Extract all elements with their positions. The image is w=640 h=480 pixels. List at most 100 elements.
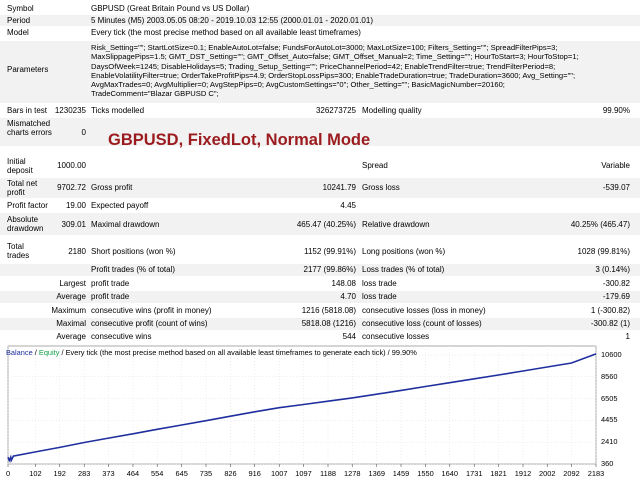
gross-profit-label: Gross profit	[91, 183, 133, 192]
y-tick-label: 2410	[601, 437, 618, 447]
x-tick-label: 645	[175, 469, 188, 478]
x-tick-label: 2183	[587, 469, 605, 478]
average-profit-label: profit trade	[91, 292, 130, 301]
x-tick-label: 916	[248, 469, 261, 478]
spread-label: Spread	[362, 161, 388, 170]
balance-chart-svg	[7, 345, 597, 467]
x-tick-label: 554	[151, 469, 164, 478]
x-tick-label: 1821	[490, 469, 507, 478]
avg-cons-losses-value: 1	[625, 332, 630, 341]
relative-drawdown-value: 40.25% (465.47)	[570, 220, 630, 229]
total-trades-value: 2180	[68, 247, 86, 256]
initial-deposit-label: Initial deposit	[7, 157, 33, 175]
legend-equity: Equity	[38, 348, 60, 357]
gross-profit-value: 10241.79	[322, 183, 356, 192]
overlay-title: GBPUSD, FixedLot, Normal Mode	[108, 131, 371, 149]
parameters-line: Risk_Setting=""; StartLotSize=0.1; Enabl…	[91, 43, 558, 52]
max-cons-wins-value: 1216 (5818.08)	[301, 306, 356, 315]
average2-label: Average	[56, 332, 86, 341]
maximal-loss-label: consecutive loss (count of losses)	[362, 319, 482, 328]
max-cons-losses-value: 1 (-300.82)	[590, 306, 630, 315]
profit-factor-label: Profit factor	[7, 201, 48, 210]
x-tick-label: 1912	[514, 469, 532, 478]
largest-profit-label: profit trade	[91, 279, 130, 288]
model-label: Model	[7, 28, 29, 37]
x-tick-label: 102	[29, 469, 42, 478]
y-tick-label: 4455	[601, 415, 618, 425]
legend-balance: Balance	[6, 348, 33, 357]
maximal-profit-label: consecutive profit (count of wins)	[91, 319, 208, 328]
model-value: Every tick (the most precise method base…	[91, 28, 361, 37]
profit-factor-value: 19.00	[65, 201, 86, 210]
total-net-label: Total net profit	[7, 179, 38, 197]
parameters-line: EnableVolatilityFilter=true; OrderTakePr…	[91, 70, 576, 80]
x-tick-label: 1731	[466, 469, 483, 478]
profit-trades-label: Profit trades (% of total)	[91, 265, 176, 274]
balance-chart	[4, 344, 635, 476]
bars-value: 1230235	[54, 106, 86, 115]
largest-profit-value: 148.08	[331, 279, 356, 288]
largest-loss-value: -300.82	[602, 279, 630, 288]
maximal-label: Maximal	[56, 319, 86, 328]
average-loss-label: loss trade	[362, 292, 397, 301]
loss-trades-label: Loss trades (% of total)	[362, 265, 445, 274]
mismatched-value: 0	[81, 128, 86, 137]
x-tick-label: 1188	[320, 469, 336, 478]
x-tick-label: 1640	[441, 469, 458, 478]
x-tick-label: 1278	[344, 469, 361, 478]
parameters-line: TradeComment="Blazar GBPUSD C";	[91, 89, 219, 99]
short-positions-value: 1152 (99.91%)	[304, 247, 356, 256]
x-tick-label: 1550	[417, 469, 434, 478]
x-tick-label: 373	[102, 469, 115, 478]
largest-label: Largest	[59, 279, 86, 288]
average-label: Average	[56, 292, 86, 301]
x-tick-label: 464	[126, 469, 140, 478]
symbol-value: GBPUSD (Great Britain Pound vs US Dollar…	[91, 4, 250, 13]
avg-cons-wins-label: consecutive wins	[91, 332, 152, 341]
gross-loss-label: Gross loss	[362, 183, 400, 192]
x-tick-label: 1097	[295, 469, 312, 478]
total-trades-label: Total trades	[7, 242, 30, 260]
parameters-line: AvgMaxTrades=0; AvgMultiplier=0; AvgStep…	[91, 80, 505, 90]
avg-cons-losses-label: consecutive losses	[362, 332, 430, 341]
ticks-value: 326273725	[315, 106, 356, 115]
total-net-value: 9702.72	[57, 183, 86, 192]
maximal-loss-value: -300.82 (1)	[590, 319, 630, 328]
x-tick-label: 0	[5, 469, 11, 478]
expected-payoff-value: 4.45	[340, 201, 356, 210]
mismatched-label: Mismatched charts errors	[7, 119, 52, 137]
symbol-label: Symbol	[7, 4, 34, 13]
x-tick-label: 1369	[368, 469, 385, 478]
parameters-block: Risk_Setting=""; StartLotSize=0.1; Enabl…	[91, 43, 631, 99]
x-tick-label: 2002	[539, 469, 556, 478]
ticks-label: Ticks modelled	[91, 106, 145, 115]
largest-loss-label: loss trade	[362, 279, 397, 288]
expected-payoff-label: Expected payoff	[91, 201, 149, 210]
quality-value: 99.90%	[602, 106, 630, 115]
period-label: Period	[7, 16, 31, 25]
legend-sep: /	[32, 348, 39, 357]
y-tick-label: 360	[601, 459, 614, 468]
short-positions-label: Short positions (won %)	[91, 247, 176, 256]
x-tick-label: 2092	[563, 469, 580, 478]
profit-trades-value: 2177 (99.86%)	[303, 265, 356, 274]
maximal-drawdown-value: 465.47 (40.25%)	[296, 220, 356, 229]
legend-description: / Every tick (the most precise method ba…	[59, 348, 417, 357]
x-tick-label: 192	[53, 469, 66, 478]
loss-trades-value: 3 (0.14%)	[595, 265, 630, 274]
x-tick-label: 735	[199, 469, 213, 478]
avg-cons-wins-value: 544	[342, 332, 356, 341]
long-positions-label: Long positions (won %)	[362, 247, 446, 256]
parameters-line: MaxSlippagePips=1.5; GMT_DST_Setting="";…	[91, 52, 579, 62]
gross-loss-value: -539.07	[602, 183, 630, 192]
x-tick-label: 283	[78, 469, 91, 478]
long-positions-value: 1028 (99.81%)	[577, 247, 630, 256]
y-tick-label: 8560	[601, 371, 618, 381]
relative-drawdown-label: Relative drawdown	[362, 220, 430, 229]
parameters-line: DaysOfWeek=1245; DisableHolidays=5; Trad…	[91, 61, 556, 71]
x-tick-label: 826	[224, 469, 237, 478]
initial-deposit-value: 1000.00	[57, 161, 86, 170]
maximum-label: Maximum	[51, 306, 86, 315]
absolute-drawdown-value: 309.01	[61, 220, 86, 229]
average-profit-value: 4.70	[340, 292, 356, 301]
